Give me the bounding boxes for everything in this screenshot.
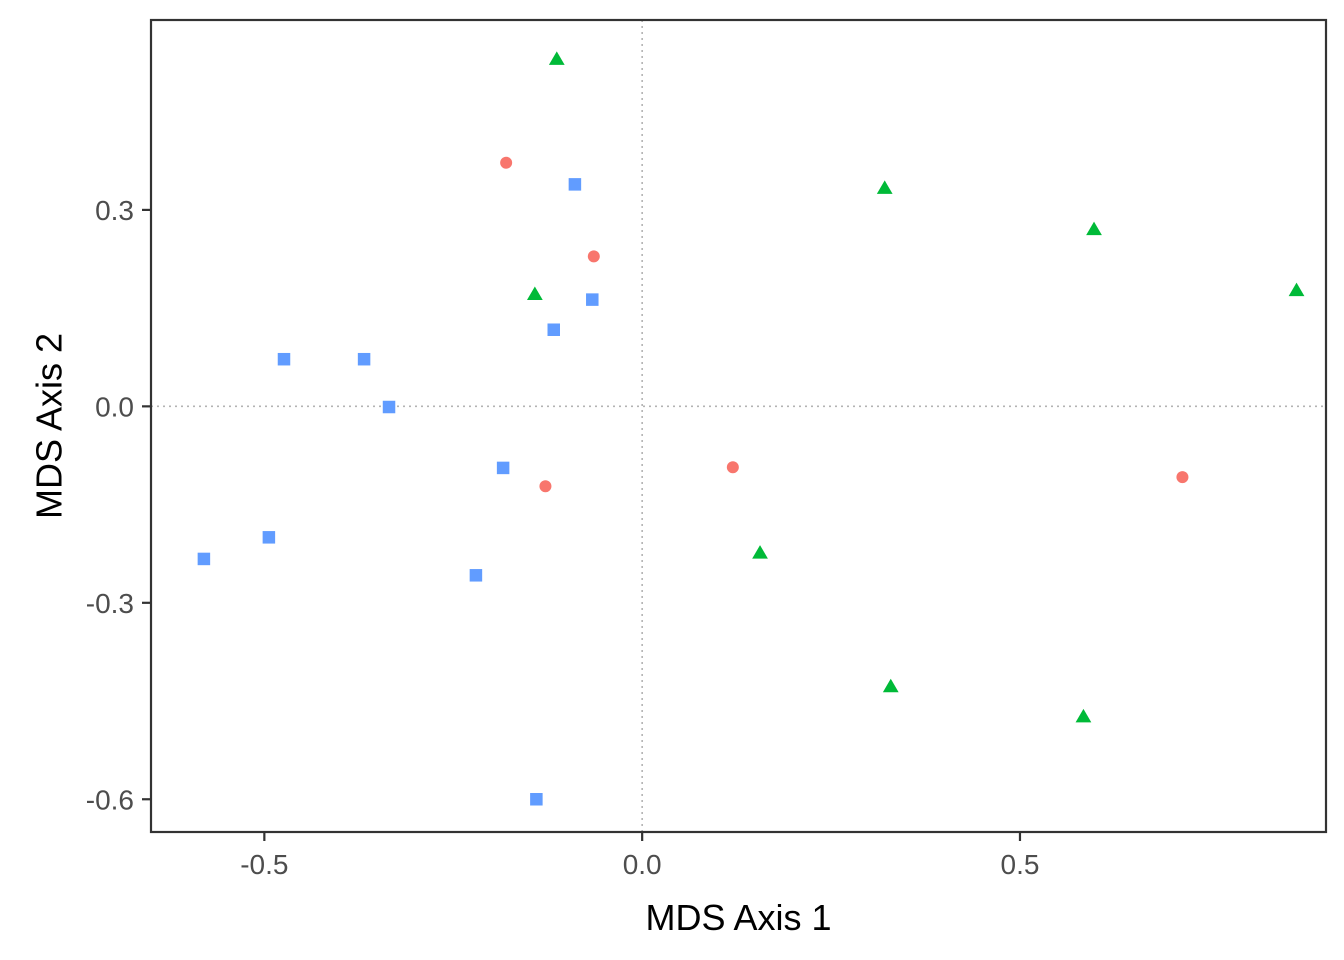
square-point: [530, 793, 543, 806]
x-axis-title: MDS Axis 1: [645, 897, 831, 938]
circle-point: [500, 156, 513, 169]
square-point: [547, 323, 560, 336]
square-point: [197, 552, 211, 566]
square-point: [568, 178, 582, 191]
circle-point: [539, 480, 552, 493]
square-point: [469, 569, 483, 582]
y-tick-label: 0.0: [95, 391, 134, 422]
circle-point: [726, 461, 739, 474]
triangle-point: [526, 286, 543, 301]
reference-lines: [151, 20, 1326, 832]
triangle-point: [876, 180, 893, 194]
y-tick-label: -0.3: [86, 588, 134, 619]
square-point: [382, 400, 396, 414]
triangle-point: [1086, 221, 1102, 236]
triangle-point: [752, 545, 768, 559]
triangle-point: [1288, 282, 1305, 297]
square-point: [277, 352, 291, 366]
data-points: [197, 51, 1305, 806]
y-axis-title: MDS Axis 2: [29, 333, 70, 519]
triangle-point: [882, 678, 899, 693]
x-tick-label: 0.0: [623, 849, 662, 880]
circle-point: [587, 250, 600, 263]
square-point: [262, 531, 276, 544]
circle-point: [1176, 471, 1189, 484]
y-tick-label: 0.3: [95, 195, 134, 226]
x-axis: -0.5 0.0 0.5: [240, 832, 1039, 880]
square-point: [586, 293, 599, 306]
x-tick-label: 0.5: [1001, 849, 1040, 880]
triangle-point: [548, 51, 565, 65]
plot-panel-border: [149, 18, 1328, 834]
y-axis: -0.6 -0.3 0.0 0.3: [86, 195, 151, 815]
square-point: [357, 352, 371, 366]
x-tick-label: -0.5: [240, 849, 288, 880]
square-point: [496, 461, 510, 475]
y-tick-label: -0.6: [86, 784, 134, 815]
triangle-point: [1075, 708, 1092, 723]
